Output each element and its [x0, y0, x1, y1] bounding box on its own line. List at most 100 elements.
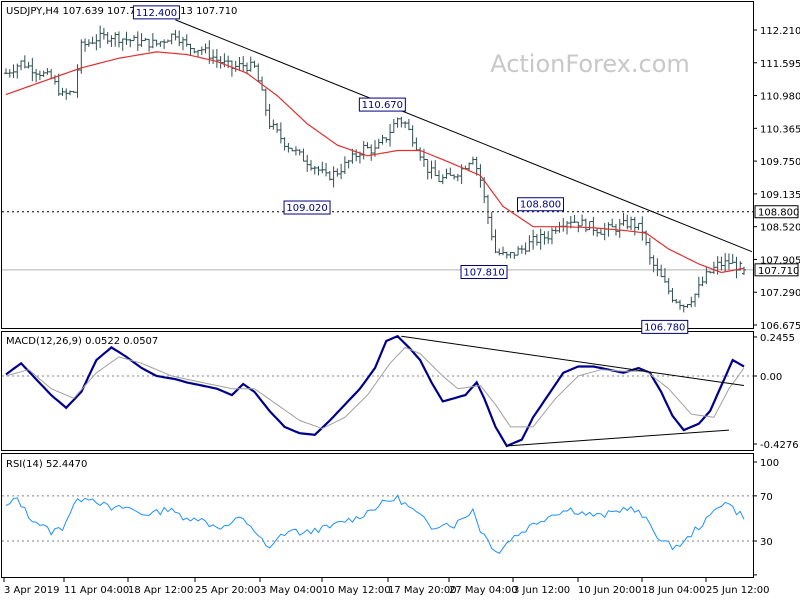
ohlc-bar	[376, 138, 381, 149]
ohlc-bar	[414, 137, 419, 151]
ohlc-bar	[177, 30, 182, 47]
ohlc-bar	[696, 276, 701, 298]
rsi-line	[5, 494, 745, 554]
ohlc-bar	[293, 146, 298, 156]
ohlc-bar	[557, 221, 562, 233]
price-tick-label: 110.365	[760, 124, 800, 135]
ohlc-bar	[689, 296, 694, 308]
ohlc-bar	[455, 173, 460, 182]
ohlc-bar	[282, 137, 287, 151]
ohlc-bar	[677, 299, 682, 310]
ohlc-bar	[549, 227, 554, 245]
ohlc-bar	[229, 60, 234, 77]
ohlc-bar	[56, 73, 61, 96]
ohlc-bar	[508, 252, 513, 259]
ohlc-bar	[64, 88, 69, 100]
macd-tick-label: 0.2455	[760, 333, 795, 344]
time-tick-label: 3 Jun 12:00	[513, 585, 570, 596]
ohlc-bar	[730, 253, 735, 264]
ohlc-bar	[132, 35, 137, 42]
ohlc-bar	[470, 156, 475, 165]
ohlc-bar	[34, 69, 39, 83]
price-tick-label: 109.135	[760, 190, 800, 201]
level-axis-label: 108.800	[758, 208, 799, 219]
ohlc-bar	[501, 246, 506, 256]
ohlc-bar	[275, 123, 280, 133]
ohlc-bar	[241, 56, 246, 72]
ohlc-bar	[244, 62, 249, 75]
ohlc-bar	[324, 162, 329, 177]
ohlc-bar	[83, 38, 88, 52]
ohlc-bar	[60, 87, 65, 96]
ohlc-bar	[237, 56, 242, 71]
ohlc-bar	[598, 228, 603, 235]
ohlc-bar	[583, 218, 588, 233]
time-tick-label: 25 Jun 12:00	[706, 585, 770, 596]
swing-label-box	[283, 200, 331, 215]
ohlc-bar	[538, 228, 543, 250]
ohlc-bar	[339, 163, 344, 180]
price-tick-label: 110.980	[760, 92, 800, 103]
ohlc-bar	[493, 229, 498, 254]
ohlc-bar	[433, 160, 438, 177]
ohlc-bar	[342, 156, 347, 175]
ohlc-bar	[448, 167, 453, 176]
ohlc-bar	[542, 231, 547, 245]
time-tick-label: 11 Apr 04:00	[64, 585, 129, 596]
price-trendline	[175, 19, 753, 253]
ohlc-bar	[723, 253, 728, 272]
ohlc-bar	[361, 140, 366, 160]
ohlc-bar	[474, 156, 479, 176]
ohlc-bar	[726, 253, 731, 270]
rsi-tick-label: 30	[760, 537, 773, 548]
ohlc-bar	[546, 231, 551, 244]
price-panel-title: USDJPY,H4 107.639 107.767 107.613 107.71…	[6, 6, 237, 17]
ohlc-bar	[534, 234, 539, 246]
price-tick-label: 107.290	[760, 288, 800, 299]
ohlc-bar	[591, 216, 596, 236]
ohlc-bar	[45, 68, 50, 75]
ohlc-bar	[188, 43, 193, 57]
ohlc-bar	[704, 267, 709, 285]
ohlc-bar	[331, 166, 336, 188]
ohlc-bar	[350, 148, 355, 164]
ohlc-bar	[572, 214, 577, 224]
ohlc-bar	[632, 216, 637, 236]
ohlc-bar	[158, 41, 163, 47]
ohlc-bar	[437, 170, 442, 183]
ohlc-bar	[113, 32, 118, 47]
ohlc-bar	[252, 60, 257, 68]
ohlc-bar	[124, 31, 129, 45]
time-tick-label: 27 May 04:00	[449, 585, 518, 596]
ohlc-bar	[98, 25, 103, 49]
ohlc-bar	[410, 125, 415, 147]
ohlc-bar	[109, 35, 114, 47]
macd-signal-line	[5, 346, 745, 430]
macd-tick-label: -0.4276	[760, 440, 799, 451]
rsi-y-axis: 100 70 30	[753, 458, 779, 576]
macd-trendline	[401, 335, 745, 387]
macd-y-axis: 0.2455 0.00 -0.4276	[753, 333, 799, 451]
ohlc-bar	[425, 158, 430, 180]
ohlc-bar	[135, 31, 140, 51]
ohlc-bar	[203, 43, 208, 54]
ohlc-bar	[305, 154, 310, 172]
ohlc-bar	[734, 256, 739, 279]
ohlc-bar	[531, 229, 536, 250]
ohlc-bar	[489, 212, 494, 241]
ohlc-bar	[681, 304, 686, 313]
ohlc-bar	[444, 168, 449, 179]
ohlc-bar	[256, 63, 261, 82]
ohlc-bar	[94, 34, 99, 51]
price-tick-label: 112.210	[760, 26, 800, 37]
ohlc-bar	[278, 122, 283, 144]
ohlc-bar	[666, 278, 671, 295]
time-tick-label: 10 Jun 20:00	[578, 585, 642, 596]
ohlc-bar	[527, 235, 532, 252]
ohlc-bar	[647, 237, 652, 265]
ohlc-bar	[290, 147, 295, 152]
swing-label-text: 112.400	[136, 8, 177, 19]
swing-label-box	[460, 265, 508, 280]
time-tick-label: 25 Apr 20:00	[195, 585, 260, 596]
